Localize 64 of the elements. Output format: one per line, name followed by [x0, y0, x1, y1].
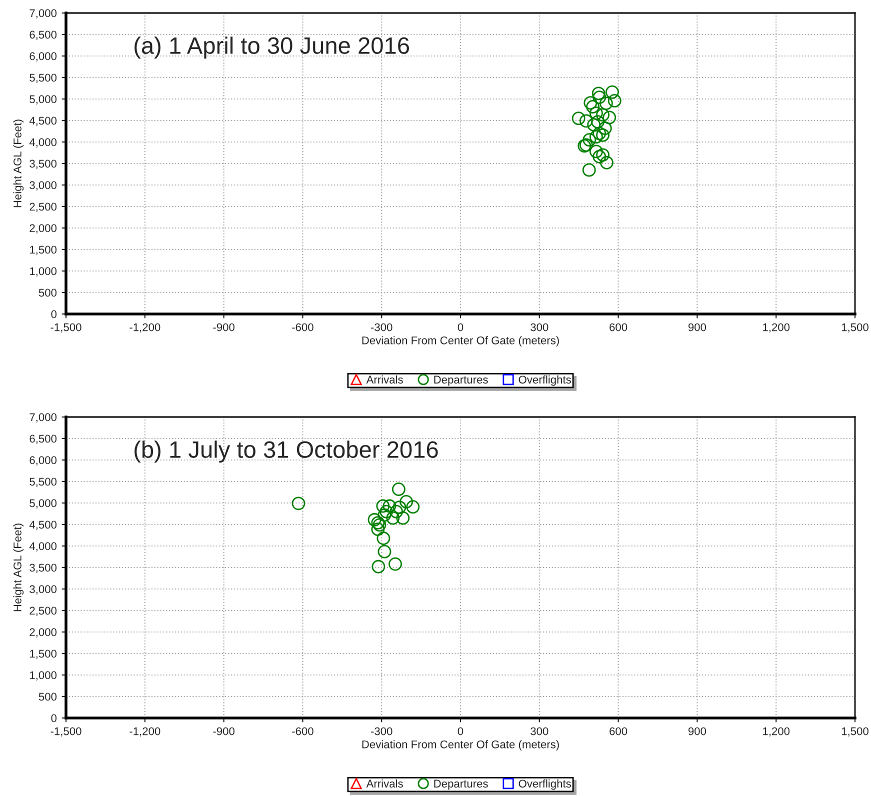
x-tick-label: -1,200	[130, 323, 160, 332]
legend-label: Arrivals	[366, 779, 403, 788]
y-tick-label: 6,500	[30, 30, 57, 40]
y-tick-label: 500	[38, 692, 57, 701]
annotation: (b) 1 July to 31 October 2016	[134, 440, 438, 463]
y-tick-label: 1,500	[30, 246, 57, 255]
x-tick-label: -1,500	[50, 727, 82, 736]
x-tick-label: -600	[292, 727, 314, 736]
y-axis-title: Height AGL (Feet)	[13, 524, 24, 612]
y-tick-label: 3,000	[30, 585, 57, 594]
x-tick-label: 0	[458, 727, 464, 736]
y-tick-label: 4,000	[29, 138, 57, 148]
y-tick-label: 7,000	[30, 9, 57, 18]
x-tick-label: -900	[213, 323, 234, 332]
x-axis-title: Deviation From Center Of Gate (meters)	[362, 336, 559, 347]
y-tick-label: 5,000	[30, 499, 57, 508]
legend-label: Departures	[434, 376, 488, 386]
y-tick-label: 6,500	[30, 434, 57, 444]
y-tick-label: 2,000	[30, 224, 57, 234]
y-tick-label: 2,000	[30, 628, 57, 638]
x-tick-label: -1,200	[130, 727, 160, 736]
y-tick-label: 0	[51, 310, 57, 318]
y-tick-label: 500	[38, 288, 57, 297]
y-tick-label: 1,500	[30, 650, 57, 659]
y-tick-label: 3,500	[30, 160, 57, 169]
y-tick-label: 3,500	[30, 564, 57, 573]
x-tick-label: 1,200	[763, 323, 790, 332]
x-tick-label: -900	[213, 727, 234, 736]
y-tick-label: 5,500	[30, 478, 57, 487]
x-tick-label: 300	[530, 727, 548, 736]
x-tick-label: 900	[688, 323, 706, 332]
legend-label: Overflights	[518, 375, 571, 386]
x-tick-label: -300	[370, 727, 392, 736]
y-tick-label: 2,500	[30, 202, 57, 212]
y-tick-label: 1,000	[30, 671, 57, 680]
x-tick-label: 1,500	[842, 323, 868, 332]
x-tick-label: -1,500	[50, 323, 82, 332]
y-tick-label: 1,000	[30, 267, 57, 276]
y-tick-label: 6,000	[30, 52, 57, 62]
y-tick-label: 4,000	[29, 542, 57, 552]
legend-label: Overflights	[518, 779, 571, 790]
x-tick-label: 600	[610, 323, 628, 332]
legend-label: Departures	[434, 780, 488, 790]
y-tick-label: 5,500	[30, 74, 57, 83]
y-tick-label: 2,500	[30, 606, 57, 616]
y-tick-label: 4,500	[29, 520, 57, 530]
y-axis-title: Height AGL (Feet)	[13, 120, 24, 208]
legend-label: Arrivals	[366, 375, 403, 384]
x-tick-label: 600	[610, 727, 628, 736]
x-tick-label: -300	[370, 323, 392, 332]
x-tick-label: 1,500	[842, 727, 868, 736]
y-tick-label: 6,000	[30, 456, 57, 466]
x-axis-title: Deviation From Center Of Gate (meters)	[362, 740, 559, 751]
y-tick-label: 0	[51, 714, 57, 722]
x-tick-label: 0	[458, 323, 464, 332]
y-tick-label: 4,500	[29, 116, 57, 126]
y-tick-label: 7,000	[30, 413, 57, 422]
y-tick-label: 3,000	[30, 181, 57, 190]
x-tick-label: 900	[688, 727, 706, 736]
annotation: (a) 1 April to 30 June 2016	[134, 36, 409, 59]
x-tick-label: 300	[530, 323, 548, 332]
x-tick-label: -600	[292, 323, 314, 332]
x-tick-label: 1,200	[763, 727, 790, 736]
y-tick-label: 5,000	[30, 95, 57, 104]
